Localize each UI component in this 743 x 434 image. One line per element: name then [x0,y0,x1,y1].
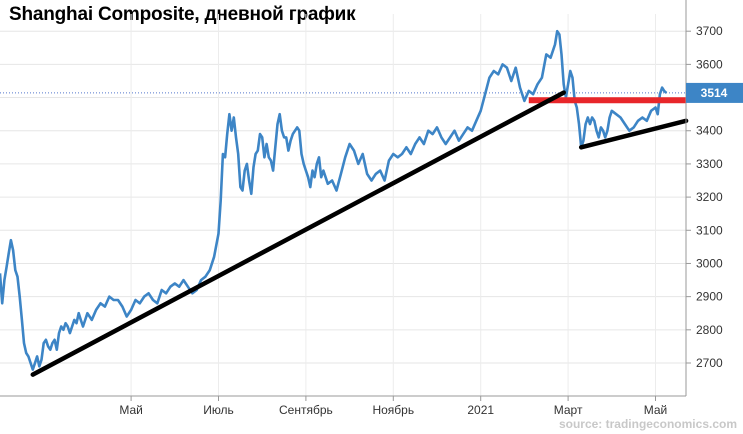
series-line [0,29,668,371]
series-layer [0,29,668,371]
y-tick-label: 3600 [696,57,723,71]
x-tick-label: Ноябрь [372,403,414,417]
x-tick-label: Сентябрь [279,403,333,417]
x-tick-label: Май [119,403,143,417]
y-tick-label: 3700 [696,24,723,38]
last-value-label: 3514 [701,86,728,100]
axes: 2700280029003000310032003300340035003600… [0,0,743,417]
x-tick-label: Март [554,403,583,417]
chart-title: Shanghai Composite, дневной график [9,4,356,25]
y-tick-label: 3100 [696,223,723,237]
trendlines [30,90,689,377]
trendline [30,90,566,377]
last-value-tag [686,82,743,103]
trendline [578,118,689,150]
y-tick-label: 2700 [696,356,723,370]
y-tick-label: 2900 [696,290,723,304]
gridlines [0,14,686,396]
y-tick-label: 3400 [696,124,723,138]
x-tick-label: Май [644,403,668,417]
x-tick-label: Июль [203,403,234,417]
y-tick-label: 2800 [696,323,723,337]
x-tick-label: 2021 [467,403,494,417]
y-tick-label: 3300 [696,157,723,171]
y-tick-label: 3200 [696,190,723,204]
source-label: source: tradingeconomics.com [559,417,737,431]
y-tick-label: 3000 [696,256,723,270]
